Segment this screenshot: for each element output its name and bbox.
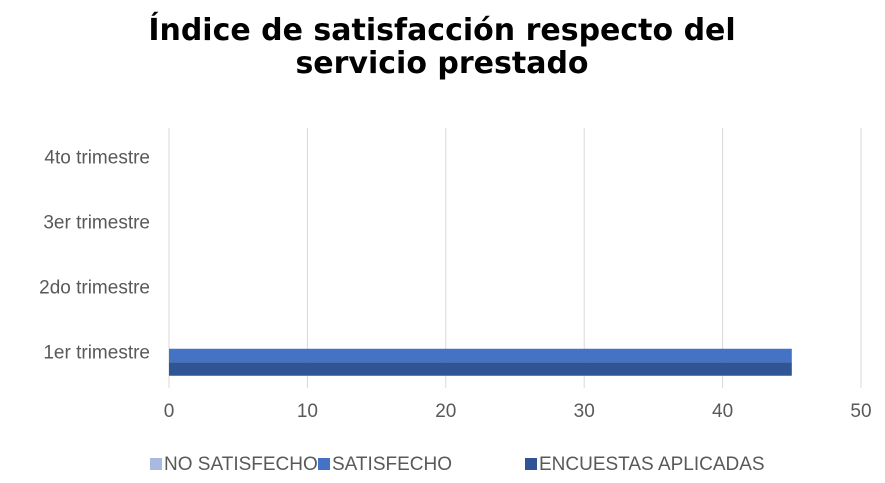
legend-label: SATISFECHO: [332, 454, 452, 475]
legend-label: NO SATISFECHO: [164, 454, 318, 475]
legend-label: ENCUESTAS APLICADAS: [539, 454, 765, 475]
x-tick-label: 50: [850, 401, 871, 422]
y-tick-label: 2do trimestre: [39, 278, 150, 299]
legend-swatch: [525, 458, 537, 470]
x-tick-label: 30: [574, 401, 595, 422]
legend-swatch: [318, 458, 330, 470]
y-tick-label: 1er trimestre: [43, 343, 150, 364]
y-tick-label: 3er trimestre: [43, 213, 150, 234]
bar: [169, 362, 792, 376]
legend-swatch: [150, 458, 162, 470]
x-tick-label: 0: [164, 401, 175, 422]
chart-title: Índice de satisfacción respecto del serv…: [148, 13, 736, 81]
x-tick-label: 40: [712, 401, 733, 422]
bar: [169, 348, 792, 363]
x-tick-label: 10: [297, 401, 318, 422]
x-tick-label: 20: [435, 401, 456, 422]
y-tick-label: 4to trimestre: [44, 148, 150, 169]
